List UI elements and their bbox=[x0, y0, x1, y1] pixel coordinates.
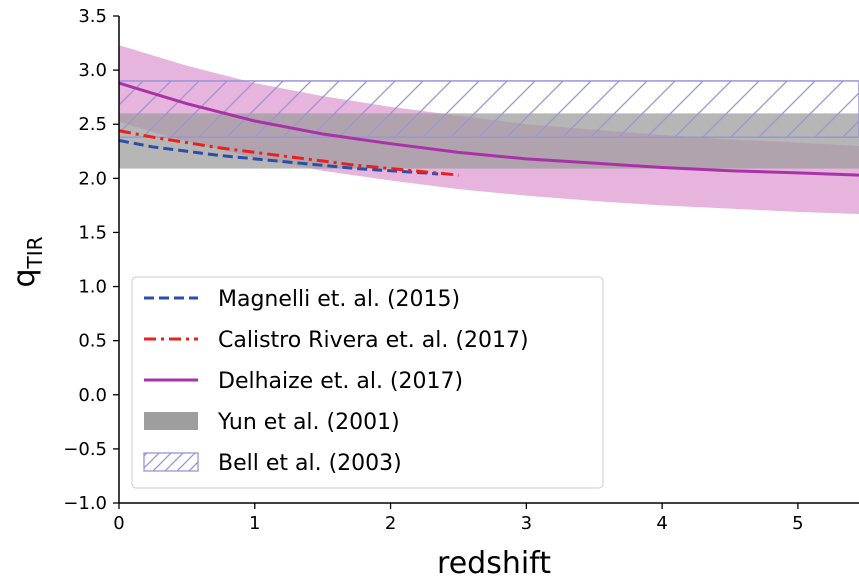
x-tick-label: 1 bbox=[249, 513, 260, 534]
y-tick-label: 0.0 bbox=[78, 385, 107, 406]
legend-swatch-gray bbox=[144, 412, 198, 430]
legend-label: Bell et al. (2003) bbox=[218, 451, 402, 476]
legend: Magnelli et. al. (2015) Calistro Rivera e… bbox=[131, 276, 604, 489]
x-tick-label: 5 bbox=[792, 513, 803, 534]
y-tick-label: 2.5 bbox=[78, 114, 107, 135]
axes: −1.0 −0.5 0.0 0.5 1.0 1.5 2.0 2.5 3.0 3.5 0 1 2 3 4 5 bbox=[63, 6, 859, 534]
series-line-2 bbox=[119, 81, 859, 177]
legend-label: Delhaize et. al. (2017) bbox=[218, 369, 463, 394]
x-tick-label: 3 bbox=[521, 513, 532, 534]
y-tick-label: 0.5 bbox=[78, 331, 107, 352]
y-axis-label-main: q bbox=[7, 268, 42, 287]
legend-item-3: Yun et al. (2001) bbox=[144, 410, 400, 435]
y-tick-label: 1.0 bbox=[78, 277, 107, 298]
y-tick-label: −0.5 bbox=[63, 439, 107, 460]
y-tick-label: −1.0 bbox=[63, 493, 107, 514]
x-axis-label: redshift bbox=[437, 546, 551, 578]
x-tick-label: 0 bbox=[113, 513, 124, 534]
y-axis-label-subscript: TIR bbox=[23, 236, 47, 269]
series-line-0 bbox=[119, 138, 439, 176]
x-tick-label: 2 bbox=[385, 513, 396, 534]
legend-item-4: Bell et al. (2003) bbox=[143, 451, 402, 476]
bell-hatched-band bbox=[119, 80, 859, 138]
series-line-1 bbox=[119, 129, 459, 177]
legend-item-0: Magnelli et. al. (2015) bbox=[144, 287, 460, 312]
legend-frame bbox=[131, 276, 604, 489]
legend-label: Magnelli et. al. (2015) bbox=[218, 287, 460, 312]
legend-item-2: Delhaize et. al. (2017) bbox=[144, 369, 463, 394]
y-axis-label: qTIR bbox=[7, 236, 47, 287]
y-tick-label: 3.5 bbox=[78, 6, 107, 27]
legend-label: Calistro Rivera et. al. (2017) bbox=[218, 328, 529, 353]
legend-swatch-hatched bbox=[143, 452, 199, 472]
x-tick-label: 4 bbox=[656, 513, 667, 534]
y-tick-label: 1.5 bbox=[78, 222, 107, 243]
plot-area bbox=[119, 45, 859, 215]
y-tick-label: 3.0 bbox=[78, 60, 107, 81]
y-tick-label: 2.0 bbox=[78, 168, 107, 189]
legend-label: Yun et al. (2001) bbox=[217, 410, 400, 435]
legend-item-1: Calistro Rivera et. al. (2017) bbox=[144, 328, 529, 353]
